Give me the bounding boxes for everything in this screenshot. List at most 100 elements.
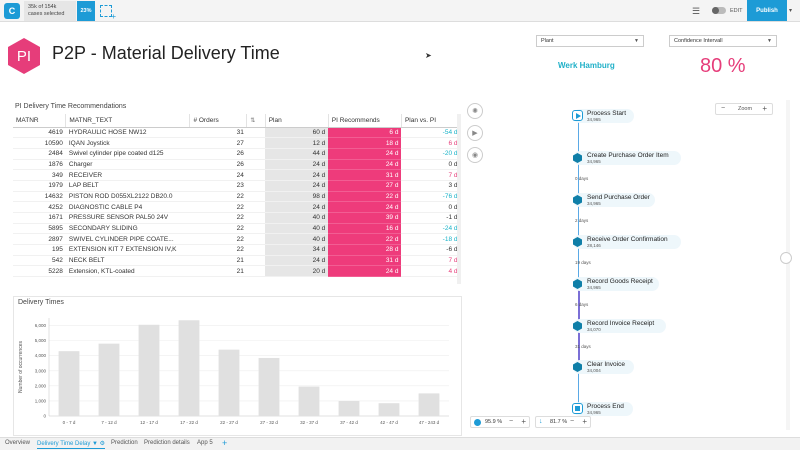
y-tick-label: 4,000 bbox=[35, 353, 47, 358]
cell-matnr: 195 bbox=[13, 244, 66, 256]
cell-matnr: 5228 bbox=[13, 265, 66, 278]
cell-plan-vs-pi: 7 d bbox=[401, 169, 461, 181]
process-edge[interactable] bbox=[578, 289, 580, 321]
process-end-icon[interactable] bbox=[572, 403, 583, 414]
process-edge[interactable] bbox=[578, 372, 579, 404]
magic-wand-icon[interactable]: ✺ bbox=[467, 103, 483, 119]
menu-icon[interactable]: ☰ bbox=[692, 6, 701, 16]
cell-sort-spacer bbox=[246, 159, 266, 171]
x-tick-label: 37 - 42 d bbox=[340, 420, 358, 425]
settings-gear-icon[interactable]: ⚙ bbox=[99, 441, 106, 447]
chevron-down-icon: ▼ bbox=[767, 38, 772, 44]
cell-pi-recommends: 24 d bbox=[328, 201, 402, 213]
filter-icon[interactable]: ▼ bbox=[92, 441, 98, 447]
cell-matnr-text: HYDRAULIC HOSE NW12 bbox=[65, 127, 190, 139]
tab-delivery-time-delay[interactable]: Delivery Time Delay ▼ ⚙ bbox=[37, 440, 106, 449]
activity-icon[interactable] bbox=[573, 279, 582, 289]
process-map-scrollbar[interactable] bbox=[786, 100, 790, 430]
publish-options-chevron-icon[interactable]: ▾ bbox=[789, 8, 793, 14]
activities-slider[interactable]: 95.9 % − + bbox=[470, 416, 530, 428]
cell-orders: 22 bbox=[189, 223, 247, 235]
tab-overview[interactable]: Overview bbox=[5, 440, 31, 446]
selection-percent-badge[interactable]: 23% bbox=[77, 1, 95, 21]
cell-plan-vs-pi: -6 d bbox=[401, 244, 461, 256]
process-edge[interactable] bbox=[578, 247, 579, 279]
connections-increase-button[interactable]: + bbox=[582, 417, 587, 426]
add-tab-button[interactable]: + bbox=[222, 438, 228, 448]
process-node[interactable] bbox=[573, 277, 659, 291]
process-edge[interactable] bbox=[578, 331, 580, 362]
cell-pi-recommends: 28 d bbox=[328, 244, 402, 256]
process-edge[interactable] bbox=[578, 163, 579, 195]
edit-toggle[interactable] bbox=[712, 7, 726, 14]
process-node[interactable] bbox=[573, 319, 667, 333]
activity-icon[interactable] bbox=[573, 362, 582, 372]
connections-slider[interactable]: ↓ 81.7 % − + bbox=[535, 416, 591, 428]
cell-matnr-text: EXTENSION KIT 7 EXTENSION IV,K bbox=[65, 244, 190, 256]
process-edge[interactable] bbox=[578, 121, 579, 153]
process-edge[interactable] bbox=[578, 205, 579, 237]
table-row[interactable]: 5895 SECONDARY SLIDING 22 40 d 16 d -24 d bbox=[13, 223, 461, 235]
case-selection-summary[interactable]: 35k of 154k cases selected bbox=[24, 1, 76, 21]
bar bbox=[178, 320, 200, 416]
connections-decrease-button[interactable]: − bbox=[570, 418, 575, 425]
zoom-control[interactable]: − Zoom + bbox=[715, 103, 773, 115]
process-map[interactable] bbox=[560, 100, 788, 430]
activity-icon[interactable] bbox=[573, 321, 582, 331]
play-icon[interactable]: ▶ bbox=[467, 125, 483, 141]
zoom-in-button[interactable]: + bbox=[762, 104, 767, 113]
process-node[interactable] bbox=[573, 109, 634, 123]
process-node[interactable] bbox=[573, 151, 681, 165]
col-header-matnr-text[interactable]: MATNR_TEXT bbox=[65, 114, 191, 128]
add-selection-icon[interactable] bbox=[100, 5, 116, 21]
tab-app-5[interactable]: App 5 bbox=[197, 440, 213, 446]
activity-icon[interactable] bbox=[573, 195, 582, 205]
activities-value: 95.9 % bbox=[485, 419, 503, 425]
activity-icon[interactable] bbox=[573, 153, 582, 163]
col-header-plan[interactable]: Plan bbox=[265, 114, 329, 128]
cell-matnr-text: NECK BELT bbox=[65, 255, 190, 267]
confidence-dropdown[interactable]: Confidence Intervall ▼ bbox=[669, 35, 777, 47]
table-row[interactable]: 1671 PRESSURE SENSOR PAL50 24V 22 40 d 39 d-… bbox=[13, 212, 461, 224]
plant-dropdown[interactable]: Plant ▼ bbox=[536, 35, 644, 47]
publish-button[interactable]: Publish bbox=[747, 0, 787, 21]
cell-matnr-text: IQAN Joystick bbox=[65, 137, 190, 149]
process-node[interactable] bbox=[573, 235, 681, 249]
process-node[interactable] bbox=[573, 360, 634, 374]
col-header-matnr[interactable]: MATNR bbox=[13, 114, 67, 128]
cell-plan-vs-pi: 0 d bbox=[401, 159, 461, 171]
activities-decrease-button[interactable]: − bbox=[509, 418, 514, 425]
process-start-icon[interactable] bbox=[572, 110, 583, 121]
cell-plan: 24 d bbox=[265, 255, 329, 267]
visibility-icon[interactable]: ◉ bbox=[467, 147, 483, 163]
x-tick-label: 32 - 37 d bbox=[300, 420, 318, 425]
process-node[interactable] bbox=[573, 402, 633, 416]
cell-orders: 22 bbox=[189, 233, 247, 246]
col-header-orders[interactable]: # Orders bbox=[189, 114, 248, 128]
col-header-plan-vs-pi[interactable]: Plan vs. PI bbox=[401, 114, 461, 128]
process-node[interactable] bbox=[573, 193, 656, 207]
process-map-slider-handle[interactable] bbox=[780, 252, 792, 264]
tab-prediction-details[interactable]: Prediction details bbox=[144, 440, 190, 446]
activities-increase-button[interactable]: + bbox=[521, 417, 526, 426]
activity-icon[interactable] bbox=[573, 237, 582, 247]
col-header-pi-recommends[interactable]: PI Recommends bbox=[328, 114, 402, 128]
zoom-out-button[interactable]: − bbox=[721, 105, 726, 112]
sort-icon[interactable]: ⇅ bbox=[246, 114, 266, 128]
app-logo[interactable]: C bbox=[4, 3, 20, 19]
table-scrollbar[interactable] bbox=[457, 114, 461, 284]
cell-sort-spacer bbox=[246, 169, 266, 181]
table-row[interactable]: 2484 Swivel cylinder pipe coated d125 26 44… bbox=[13, 148, 461, 160]
tab-prediction[interactable]: Prediction bbox=[111, 440, 138, 446]
